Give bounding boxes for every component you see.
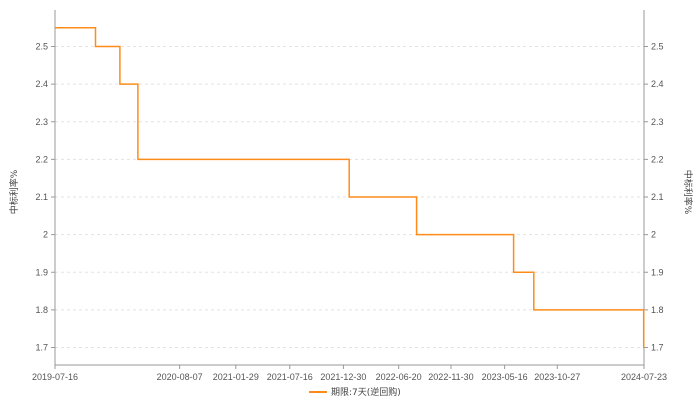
y-axis-right-ticks: 1.7 1.8 1.9 2 2.1 2.2 2.3 2.4 2.5 (651, 42, 664, 353)
legend-label: 期限:7天(逆回购) (331, 386, 401, 398)
y-tick-label-left: 2.2 (35, 154, 48, 164)
x-tick-label: 2020-08-07 (157, 372, 203, 382)
x-tick-label: 2023-05-16 (482, 372, 528, 382)
y-tick-label-right: 1.7 (651, 343, 664, 353)
y-tick-label-right: 1.8 (651, 305, 664, 315)
legend[interactable]: 期限:7天(逆回购) (309, 386, 401, 398)
y-tick-label-right: 2.3 (651, 117, 664, 127)
y-tick-label-left: 2.4 (35, 79, 48, 89)
x-tick-label: 2024-07-23 (621, 372, 667, 382)
y-tick-label-left: 2.5 (35, 42, 48, 52)
y-tick-label-left: 2.1 (35, 192, 48, 202)
y-axis-left-ticks: 1.7 1.8 1.9 2 2.1 2.2 2.3 2.4 2.5 (35, 42, 48, 353)
y-tick-label-right: 2.1 (651, 192, 664, 202)
series-line (55, 26, 645, 349)
y-tick-label-left: 1.8 (35, 305, 48, 315)
x-tick-label: 2022-11-30 (428, 372, 473, 382)
x-tick-label: 2021-12-30 (320, 372, 366, 382)
x-tick-label: 2021-01-29 (213, 372, 259, 382)
y-tick-label-left: 2.3 (35, 117, 48, 127)
x-tick-label: 2023-10-27 (534, 372, 580, 382)
y-tick-label-left: 1.7 (35, 343, 48, 353)
y-tick-label-right: 2.2 (651, 154, 664, 164)
y-axis-left-title: 中标利率% (8, 169, 20, 214)
x-axis-ticks: 2019-07-16 2020-08-07 2021-01-29 2021-07-16… (32, 372, 667, 382)
y-tick-label-right: 1.9 (651, 267, 664, 277)
y-tick-label-right: 2.5 (651, 42, 664, 52)
y-tick-label-right: 2.4 (651, 79, 664, 89)
x-tick-label: 2022-06-20 (376, 372, 422, 382)
x-tick-label: 2019-07-16 (32, 372, 78, 382)
y-axis-right-title: 中标利率% (682, 170, 694, 215)
series-layer (55, 26, 645, 349)
y-tick-label-right: 2 (651, 230, 656, 240)
axes (51, 10, 648, 369)
y-tick-label-left: 2 (43, 230, 48, 240)
x-tick-label: 2021-07-16 (267, 372, 313, 382)
y-tick-label-left: 1.9 (35, 267, 48, 277)
